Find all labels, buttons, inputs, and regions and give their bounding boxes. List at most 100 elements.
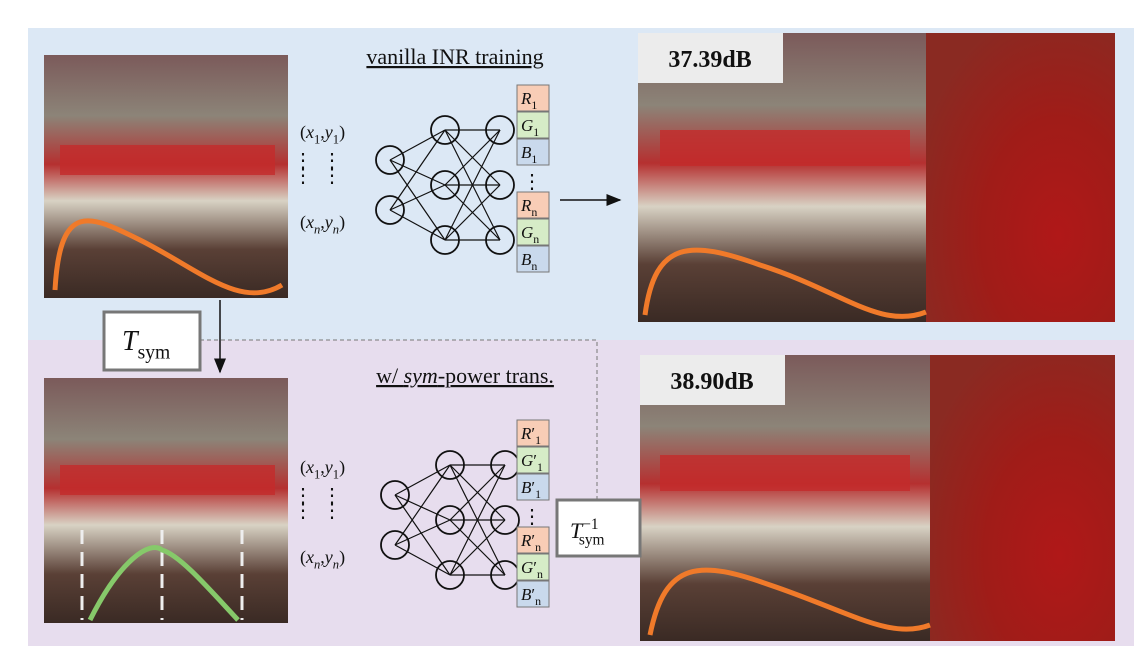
- neuron: [435, 560, 465, 590]
- neuron: [485, 115, 515, 145]
- output-label: G1: [521, 116, 539, 139]
- output-box: [516, 218, 550, 246]
- edge: [394, 494, 451, 521]
- neuron: [375, 195, 405, 225]
- ellipsis: ⋮: [322, 500, 342, 522]
- input-coord: (x1,y1): [300, 122, 345, 146]
- neuron: [485, 170, 515, 200]
- neuron: [485, 225, 515, 255]
- ellipsis: ⋮: [322, 485, 342, 507]
- output-label: Bn: [521, 250, 537, 273]
- text-part: R: [520, 196, 532, 215]
- text-part: (: [300, 212, 306, 233]
- ellipsis: ⋮: [522, 506, 542, 528]
- text-part: G: [521, 558, 533, 577]
- text-part: n: [314, 557, 320, 571]
- output-label: R′n: [520, 531, 541, 554]
- text-part: ): [339, 547, 345, 568]
- panel-title: vanilla INR training: [366, 44, 543, 69]
- text-part: T: [122, 326, 140, 357]
- output-label: Rn: [520, 196, 537, 219]
- text-part: B: [521, 250, 532, 269]
- text-part: n: [533, 232, 539, 246]
- output-box: [516, 111, 550, 139]
- text-part: ′: [531, 531, 535, 550]
- output-box: [516, 84, 550, 112]
- output-box: [516, 553, 550, 581]
- output-box: [516, 473, 550, 501]
- input-photo: [44, 55, 288, 298]
- text-part: R: [520, 424, 532, 443]
- edge: [394, 464, 451, 546]
- edge: [389, 184, 446, 211]
- psnr: 38.90dB: [670, 369, 753, 395]
- psnr-box: [640, 355, 785, 405]
- text-part: n: [531, 205, 537, 219]
- neuron: [430, 115, 460, 145]
- output-label: B1: [521, 143, 537, 166]
- text-part: G: [521, 451, 533, 470]
- output-box: [516, 419, 550, 447]
- text-part: x: [305, 122, 314, 142]
- text-part: −1: [582, 516, 598, 533]
- text-part: n: [333, 222, 339, 236]
- text-part: ′: [531, 585, 535, 604]
- text-part: sym: [138, 342, 171, 363]
- neuron: [430, 225, 460, 255]
- ellipsis: ⋮: [293, 500, 313, 522]
- ellipsis: ⋮: [522, 171, 542, 193]
- output-label: B′1: [521, 478, 541, 501]
- output-label: B′n: [521, 585, 541, 608]
- text-part: 1: [535, 487, 541, 501]
- text-part: ′: [533, 558, 537, 577]
- neuron: [380, 530, 410, 560]
- text-part: x: [305, 457, 314, 477]
- text-part: ): [339, 457, 345, 478]
- neuron: [490, 505, 520, 535]
- text-part: B: [521, 478, 532, 497]
- text-part: 1: [333, 132, 339, 146]
- output-box: [516, 191, 550, 219]
- text-part: w/: [376, 363, 404, 388]
- edge: [394, 519, 451, 546]
- neuron: [380, 480, 410, 510]
- text-part: T: [570, 518, 584, 543]
- text-part: n: [333, 557, 339, 571]
- text-part: R: [520, 531, 532, 550]
- output-label: G′n: [521, 558, 543, 581]
- text-part: y: [323, 547, 333, 567]
- text-part: 1: [533, 125, 539, 139]
- edge: [389, 129, 446, 161]
- text-part: y: [323, 212, 333, 232]
- text-part: G: [521, 116, 533, 135]
- text-part: G: [521, 223, 533, 242]
- edge: [389, 129, 446, 211]
- ellipsis: ⋮: [322, 150, 342, 172]
- text-part: ,: [320, 212, 325, 232]
- edge: [449, 519, 506, 576]
- input-coord: (x1,y1): [300, 457, 345, 481]
- output-box: [516, 245, 550, 273]
- text-part: 1: [531, 98, 537, 112]
- edge: [394, 494, 451, 576]
- inverse-label: T−1 sym: [570, 516, 605, 548]
- edge: [444, 184, 501, 241]
- neuron: [430, 170, 460, 200]
- text-part: x: [305, 547, 314, 567]
- psnr-box: [638, 33, 783, 83]
- input-coord: (xn,yn): [300, 212, 345, 236]
- neuron: [375, 145, 405, 175]
- text-part: n: [537, 567, 543, 581]
- edge: [449, 464, 506, 521]
- text-part: vanilla INR training: [366, 44, 543, 69]
- output-label: R1: [520, 89, 537, 112]
- text-part: n: [531, 259, 537, 273]
- text-part: x: [305, 212, 314, 232]
- transform-label: Tsym: [122, 326, 170, 363]
- text-part: B: [521, 143, 532, 162]
- text-part: sym: [579, 532, 605, 549]
- text-part: 1: [333, 467, 339, 481]
- text-part: 1: [531, 152, 537, 166]
- edge: [394, 544, 451, 576]
